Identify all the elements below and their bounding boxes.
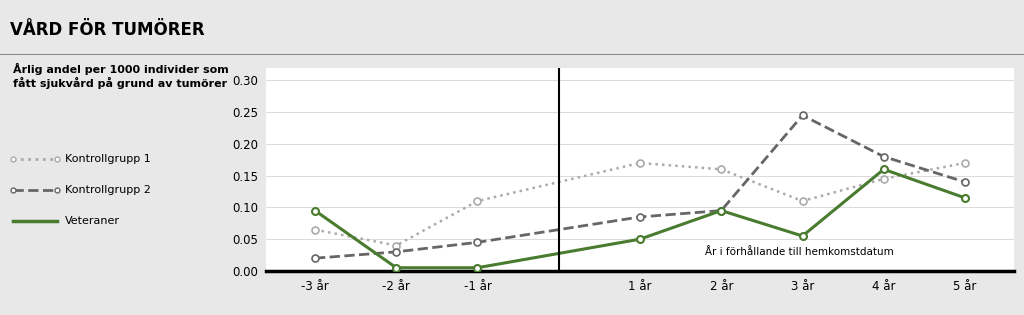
Text: Veteraner: Veteraner xyxy=(66,216,120,226)
Text: Årlig andel per 1000 individer som
fått sjukvård på grund av tumörer: Årlig andel per 1000 individer som fått … xyxy=(13,63,228,89)
Text: År i förhållande till hemkomstdatum: År i förhållande till hemkomstdatum xyxy=(705,247,894,257)
Text: Kontrollgrupp 1: Kontrollgrupp 1 xyxy=(66,154,151,164)
Text: VÅRD FÖR TUMÖRER: VÅRD FÖR TUMÖRER xyxy=(10,21,205,39)
Text: Kontrollgrupp 2: Kontrollgrupp 2 xyxy=(66,185,152,195)
